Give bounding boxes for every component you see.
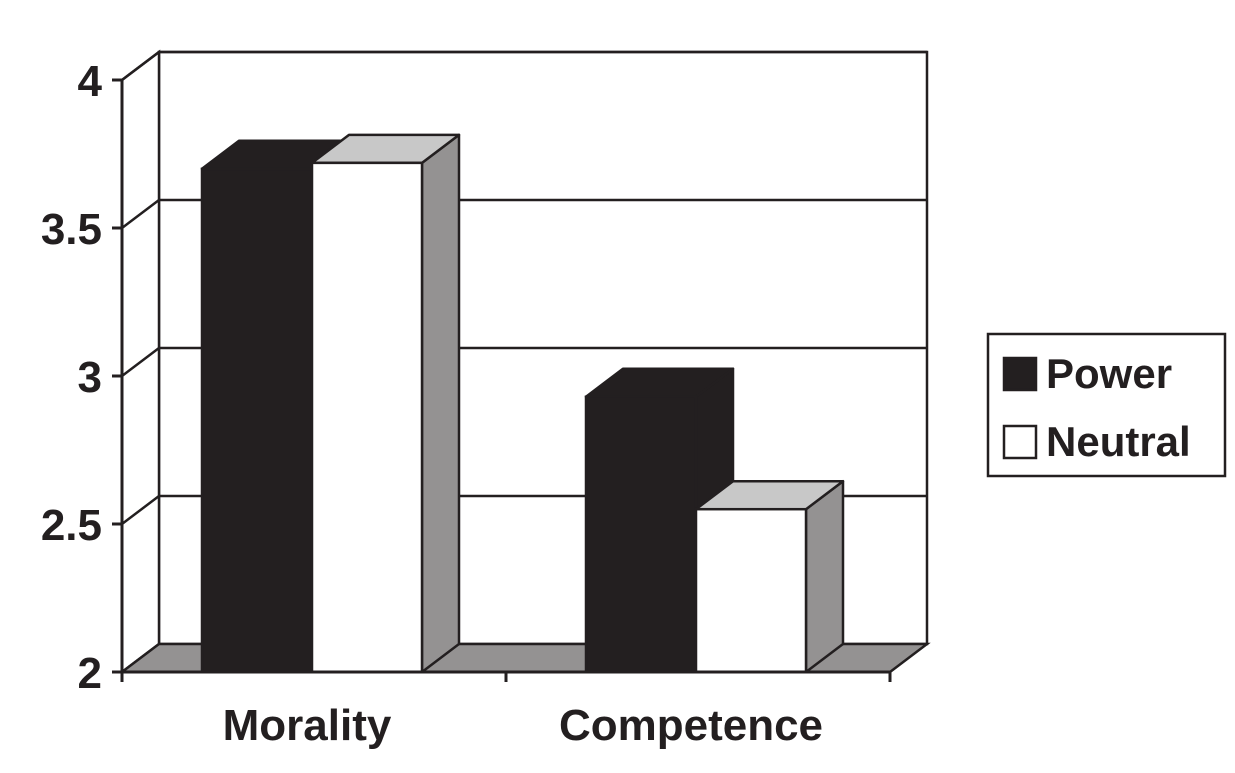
y-axis xyxy=(112,78,124,674)
x-axis xyxy=(120,670,892,682)
bar-front xyxy=(584,395,698,674)
bar-neutral-morality xyxy=(310,133,461,674)
y-tick-label: 4 xyxy=(78,57,103,106)
legend-label-neutral: Neutral xyxy=(1046,418,1191,465)
gridline xyxy=(121,198,927,229)
y-tick-label: 2 xyxy=(78,649,102,698)
bar-neutral-competence xyxy=(694,479,845,674)
bars xyxy=(200,133,845,674)
y-tick-labels: 2 2.5 3 3.5 4 xyxy=(41,57,103,698)
y-tick-label: 3.5 xyxy=(41,205,102,254)
bar-front xyxy=(200,167,314,674)
y-tick-label: 2.5 xyxy=(41,501,102,550)
bar-front xyxy=(310,161,424,674)
legend-swatch-neutral xyxy=(1002,424,1038,460)
gridline xyxy=(121,346,927,377)
bar-side xyxy=(804,479,845,674)
legend-label-power: Power xyxy=(1046,350,1172,397)
x-category-label: Competence xyxy=(559,701,823,750)
legend: Power Neutral xyxy=(986,332,1227,478)
x-category-labels: Morality Competence xyxy=(223,701,823,750)
gridline xyxy=(121,50,927,81)
bar-side xyxy=(420,133,461,674)
bar-front xyxy=(694,507,808,674)
legend-swatch-power xyxy=(1002,356,1038,392)
y-tick-label: 3 xyxy=(78,353,102,402)
x-category-label: Morality xyxy=(223,701,392,750)
